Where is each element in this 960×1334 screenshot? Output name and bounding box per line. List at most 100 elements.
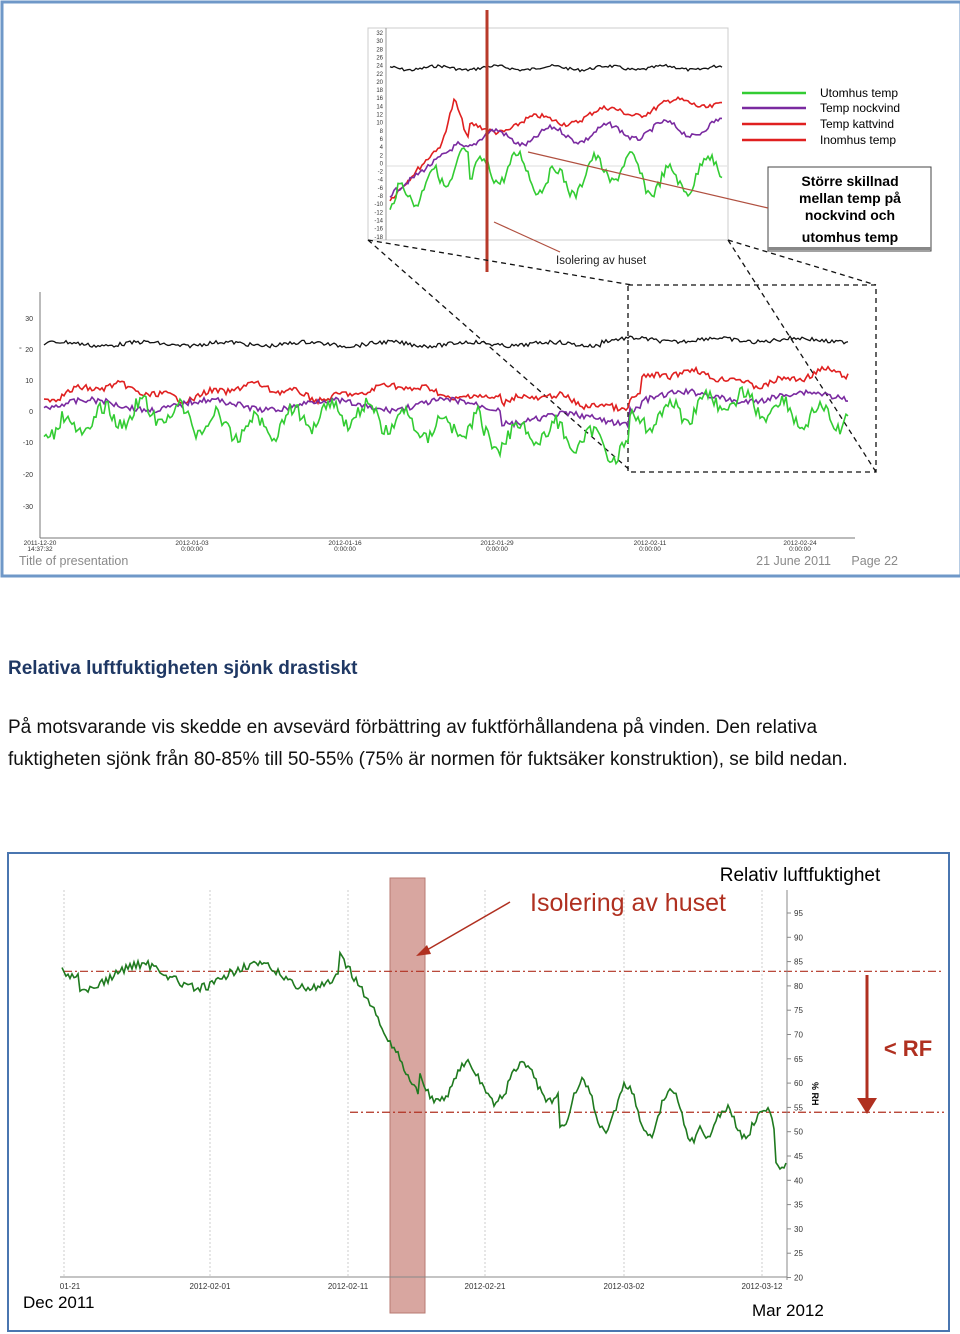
rh-xtick-label: 01-21 — [60, 1282, 81, 1291]
main-xtick-time: 0:00:00 — [789, 546, 811, 553]
rh-xtick-label: 2012-02-11 — [328, 1282, 369, 1291]
inset-ytick-group: 32302826242220181614121086420-2-4-6-8-10… — [374, 31, 383, 241]
legend-label-2: Temp kattvind — [820, 117, 894, 131]
main-ytick-label: 0 — [29, 409, 33, 416]
inset-ytick-label: -8 — [378, 194, 384, 200]
inset-ytick-label: 22 — [376, 72, 383, 78]
inset-series-temp-kattvind — [389, 95, 722, 202]
main-ytick-label: -10 — [23, 440, 33, 447]
rh-xtick-group: 01-21 2012-02-01 2012-02-11 2012-02-21 2012-… — [60, 1282, 783, 1291]
rh-ytick-label: 35 — [794, 1201, 803, 1210]
inset-series-temp-nockvind — [389, 117, 723, 198]
rh-ytick-label: 40 — [794, 1176, 803, 1185]
main-xtick-date: 2012-01-16 — [328, 540, 362, 547]
paragraph-line-2: fuktigheten sjönk från 80-85% till 50-55… — [8, 749, 848, 770]
rh-ytick-label: 95 — [794, 909, 803, 918]
callout-line-3: utomhus temp — [802, 229, 898, 245]
inset-ytick-label: 2 — [380, 153, 384, 159]
inset-series-utomhus-temp — [389, 147, 723, 210]
rh-annotation-arrow — [419, 901, 511, 955]
zoom-box — [627, 284, 877, 473]
main-ytick-label: 10 — [25, 378, 33, 385]
inset-ytick-label: 18 — [376, 88, 383, 94]
main-series-purple — [43, 387, 848, 430]
inset-series-inomhus-temp — [389, 63, 723, 73]
rh-ytick-label: 90 — [794, 933, 803, 942]
rh-ytick-label: 85 — [794, 958, 803, 967]
inset-ytick-label: -6 — [378, 186, 384, 192]
legend-label-1: Temp nockvind — [820, 101, 900, 115]
paragraph-line-1: På motsvarande vis skedde en avsevärd fö… — [8, 717, 818, 738]
callout-box: Större skillnad mellan temp på nockvind … — [527, 151, 932, 252]
main-xtick-date: 2012-01-29 — [480, 540, 514, 547]
rh-annotation: Isolering av huset — [530, 889, 726, 917]
inset-ytick-label: 12 — [376, 113, 383, 119]
callout-line-2: nockvind och — [805, 207, 895, 223]
rh-xtick-label: 2012-03-02 — [604, 1282, 645, 1291]
inset-ytick-label: 32 — [376, 31, 383, 37]
rh-figure: 95 90 85 80 75 70 65 60 55 50 45 40 35 30 25 20 % RH 01… — [7, 852, 950, 1332]
inset-ytick-label: 20 — [376, 80, 383, 86]
rh-ytick-label: 80 — [794, 982, 803, 991]
main-ytick-label: -30 — [23, 504, 33, 511]
inset-ytick-label: 14 — [376, 104, 383, 110]
main-xtick-date: 2012-02-24 — [783, 540, 817, 547]
rh-frame — [7, 852, 950, 1332]
rh-ytick-label: 70 — [794, 1031, 803, 1040]
rh-yaxis-label: % RH — [810, 1082, 820, 1106]
main-xtick-time: 0:00:00 — [486, 546, 508, 553]
callout-line-0: Större skillnad — [801, 173, 898, 189]
main-xtick-time: 0:00:00 — [334, 546, 356, 553]
inset-ytick-label: -4 — [378, 178, 384, 184]
rh-ytick-label: 20 — [794, 1274, 803, 1283]
inset-marker-label: Isolering av huset — [556, 255, 647, 267]
main-xtick-time: 0:00:00 — [181, 546, 203, 553]
inset-ytick-label: -12 — [374, 210, 383, 216]
rh-ytick-label: 45 — [794, 1152, 803, 1161]
zoom-connectors — [367, 239, 877, 473]
rf-arrow-head — [857, 1098, 877, 1114]
rh-ytick-group: 95 90 85 80 75 70 65 60 55 50 45 40 35 30 25 20 — [787, 909, 803, 1283]
inset-ytick-label: -16 — [374, 227, 383, 233]
rh-annotation-arrowhead — [416, 945, 431, 956]
main-series-green — [43, 385, 849, 466]
rf-label: < RF — [884, 1036, 932, 1061]
inset-ytick-label: -2 — [378, 170, 384, 176]
inset-ytick-label: 4 — [380, 145, 384, 151]
rh-ytick-label: 65 — [794, 1055, 803, 1064]
insulation-band — [389, 877, 426, 1314]
inset-ytick-label: -14 — [374, 218, 383, 224]
rh-ytick-label: 75 — [794, 1006, 803, 1015]
inset-ytick-label: 16 — [376, 96, 383, 102]
main-ytick-label: 30 — [25, 316, 33, 323]
main-xtick-group: 2011-12-2014:37:322012-01-030:00:002012-… — [24, 540, 817, 553]
rh-ytick-label: 30 — [794, 1225, 803, 1234]
inset-ytick-label: 6 — [380, 137, 384, 143]
callout-line-1: mellan temp på — [799, 190, 901, 206]
slide-footer-page: Page 22 — [851, 554, 898, 568]
slide-footer-date: 21 June 2011 — [756, 554, 831, 568]
section-heading: Relativa luftfuktigheten sjönk drastiskt — [8, 658, 358, 679]
main-ytick-label: 20 — [25, 347, 33, 354]
main-ytick-group: 30 20 10 0 -10 -20 -30 — [23, 316, 33, 511]
rh-xtick-label: 2012-03-12 — [742, 1282, 783, 1291]
inset-ytick-label: 10 — [376, 121, 383, 127]
inset-ytick-label: 0 — [380, 161, 384, 167]
body-paragraph: På motsvarande vis skedde en avsevärd fö… — [8, 712, 958, 776]
main-xtick-date: 2012-02-11 — [634, 540, 667, 547]
main-xtick-time: 14:37:32 — [27, 546, 53, 553]
main-series-black — [43, 335, 849, 349]
main-series-red — [43, 365, 849, 413]
main-y-unit: ° — [19, 346, 22, 354]
callout-arrow — [527, 151, 769, 209]
rh-ytick-label: 25 — [794, 1249, 803, 1258]
inset-chart: 32302826242220181614121086420-2-4-6-8-10… — [367, 10, 932, 272]
inset-ytick-label: -10 — [374, 202, 383, 208]
inset-ytick-label: 28 — [376, 47, 383, 53]
inset-ytick-label: -18 — [374, 235, 383, 241]
inset-ytick-label: 24 — [376, 64, 383, 70]
rh-chart-title: Relativ luftfuktighet — [720, 865, 881, 886]
rh-ytick-label: 60 — [794, 1079, 803, 1088]
legend-label-3: Inomhus temp — [820, 133, 896, 147]
